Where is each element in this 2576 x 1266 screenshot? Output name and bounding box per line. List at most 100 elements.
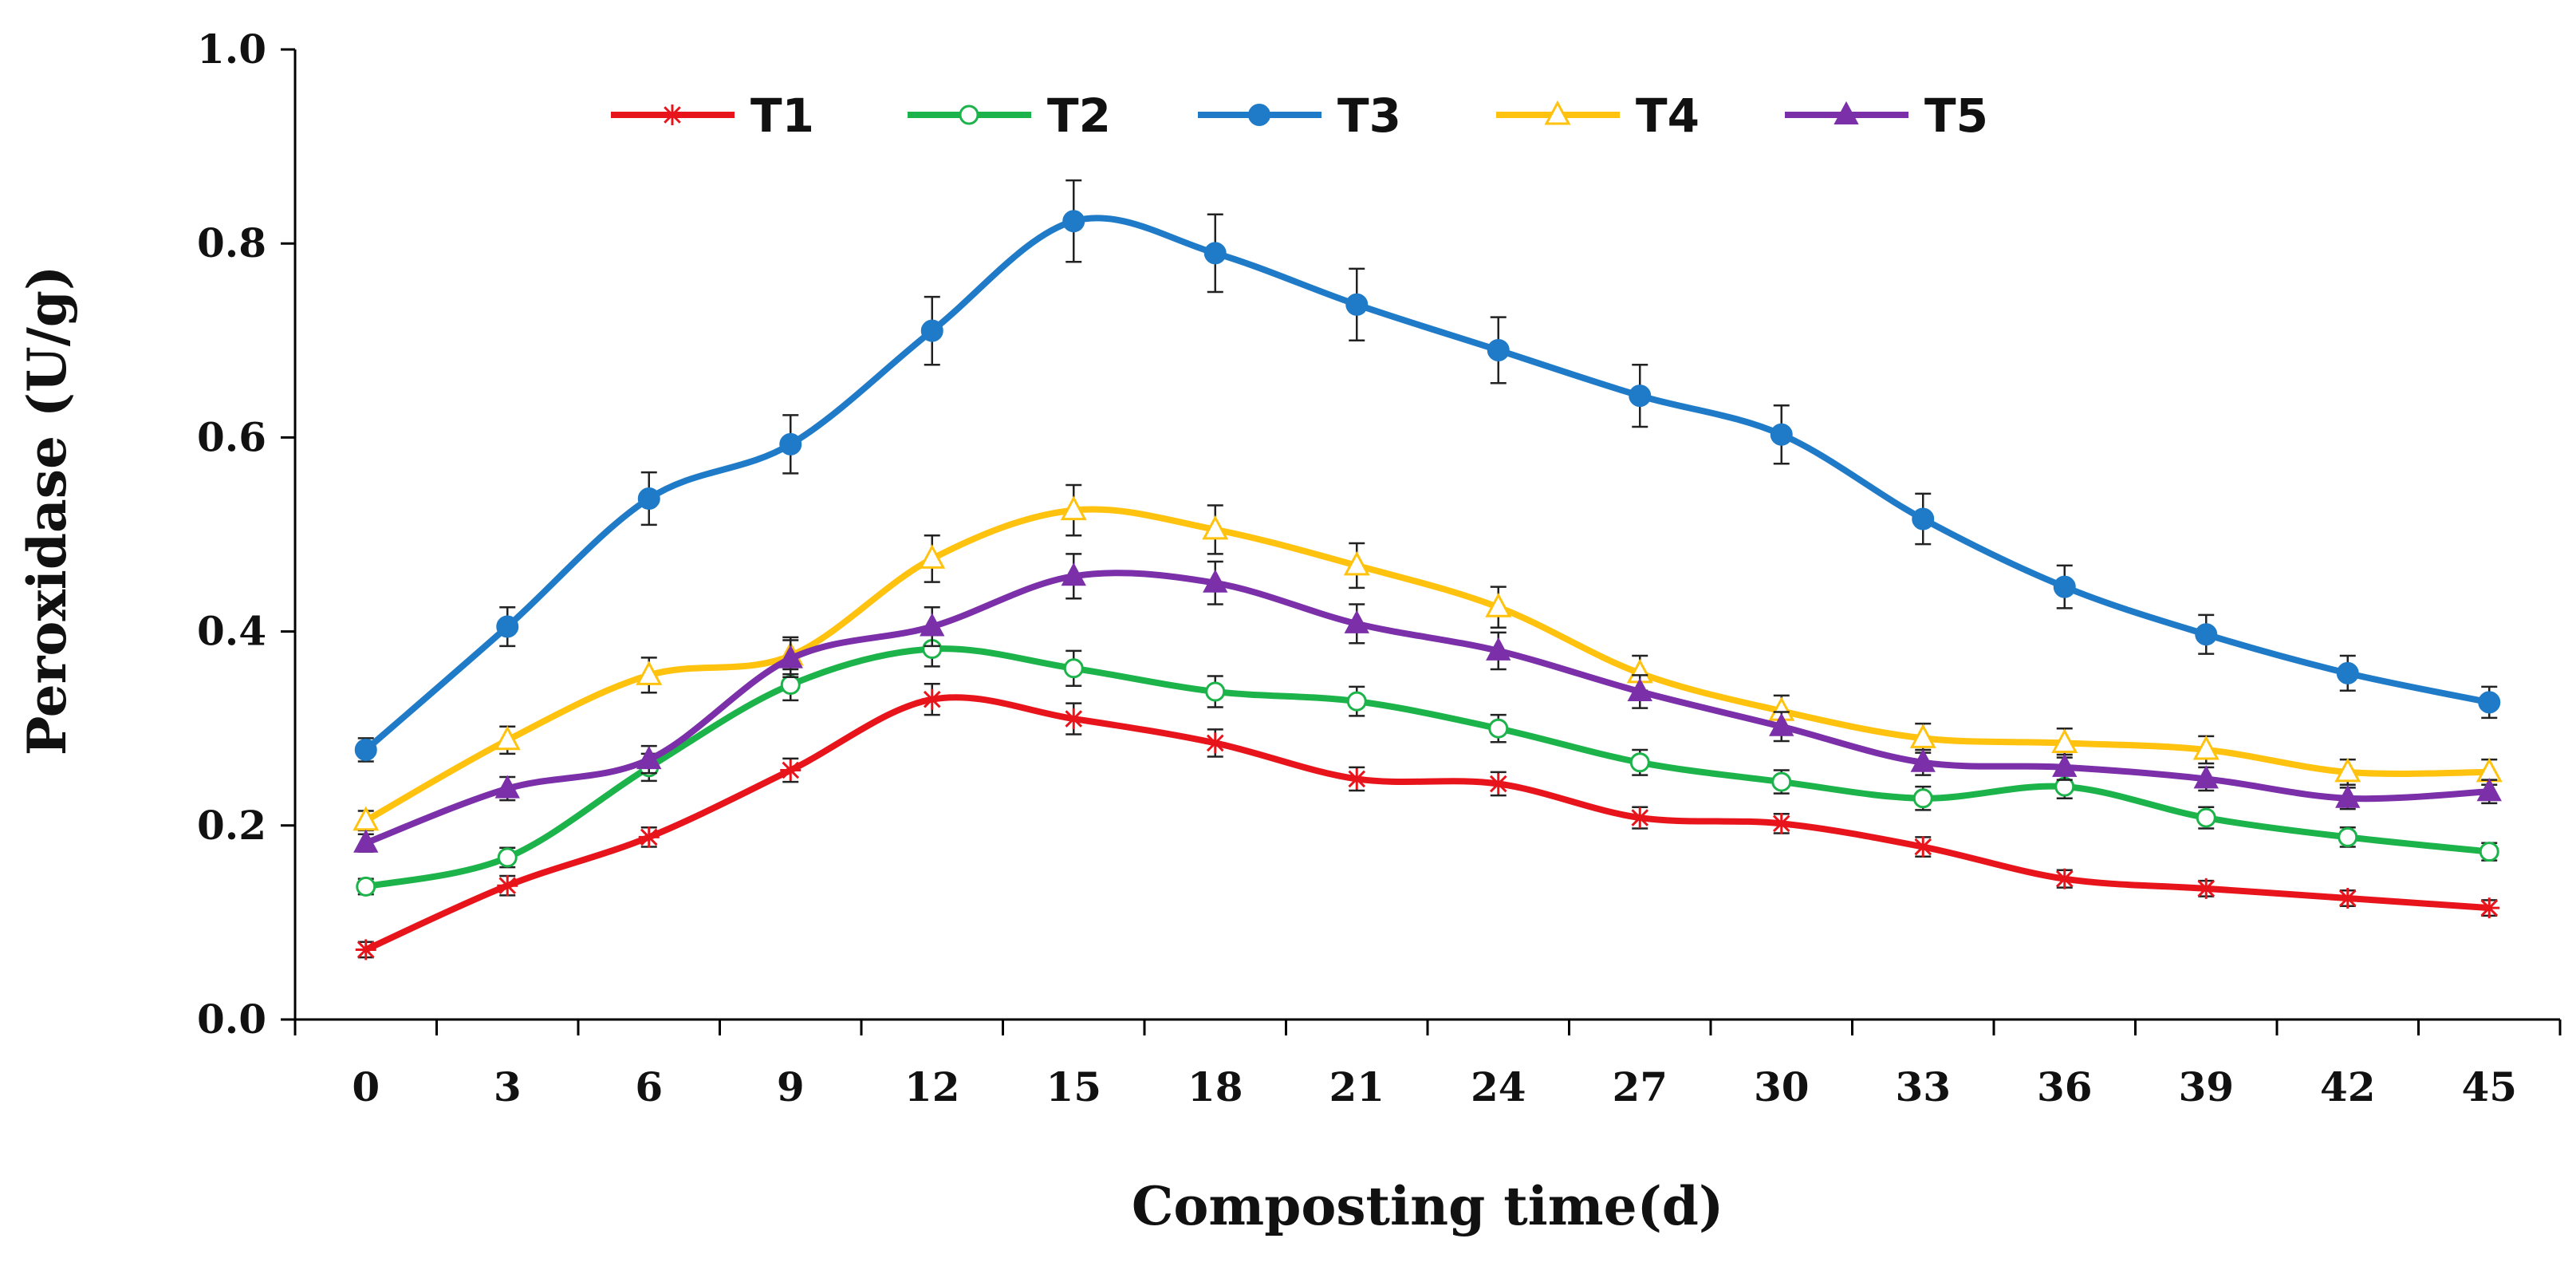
data-point-t2 (780, 674, 801, 695)
legend-marker-t4 (1544, 100, 1571, 125)
data-point-t2 (1488, 718, 1509, 739)
data-point-t1 (1346, 768, 1368, 790)
data-point-t4 (1909, 724, 1936, 748)
data-point-t4 (636, 661, 663, 685)
data-point-t2 (1063, 658, 1084, 679)
data-point-t2 (1205, 681, 1226, 702)
x-axis-title: Composting time(d) (1132, 1175, 1723, 1237)
data-point-t2 (1346, 691, 1367, 712)
legend-marker-t3 (1248, 104, 1270, 126)
data-point-t3 (1203, 242, 1227, 265)
data-point-t5 (494, 775, 520, 799)
series-line-t3 (362, 215, 2493, 753)
legend-item-t3: T3 (1198, 89, 1401, 143)
data-point-t1 (1912, 836, 1934, 858)
data-point-t1 (1063, 708, 1085, 730)
data-point-t2 (2479, 842, 2499, 862)
data-point-t3 (1629, 385, 1652, 408)
x-tick-label: 9 (777, 1063, 805, 1110)
data-point-t4 (1060, 495, 1087, 521)
data-point-t1 (1629, 807, 1651, 829)
data-point-t4 (919, 544, 946, 569)
data-point-t3 (2336, 661, 2359, 684)
data-point-t5 (1769, 712, 1794, 736)
y-axis-title: Peroxidase (U/g) (16, 266, 78, 755)
data-point-t5 (1203, 569, 1228, 593)
data-point-t5 (1061, 562, 1086, 586)
series-line-t5 (362, 570, 2493, 846)
data-point-t5 (778, 645, 803, 668)
legend-label-t2: T2 (1047, 89, 1111, 143)
data-point-t1 (921, 688, 943, 710)
data-point-t2 (1629, 752, 1650, 773)
data-point-t3 (920, 319, 943, 342)
data-point-t3 (496, 615, 519, 638)
data-point-t3 (779, 432, 802, 456)
data-point-t3 (2053, 575, 2076, 598)
data-point-t2 (1771, 771, 1792, 792)
data-point-t5 (1344, 609, 1369, 633)
data-point-t5 (920, 613, 945, 637)
data-point-t1 (1487, 773, 1509, 795)
x-tick-label: 42 (2320, 1063, 2376, 1110)
series-t1 (355, 683, 2500, 960)
data-point-t1 (2054, 868, 2075, 889)
series-line-t1 (362, 694, 2493, 953)
data-point-t1 (1204, 732, 1226, 754)
legend-label-t3: T3 (1337, 89, 1401, 143)
data-point-t4 (494, 725, 521, 751)
y-tick-label: 0.2 (197, 802, 266, 849)
data-point-t4 (1202, 515, 1229, 540)
data-point-t1 (2196, 878, 2217, 899)
x-tick-label: 3 (494, 1063, 522, 1110)
data-point-t5 (1627, 677, 1652, 701)
data-point-t1 (2337, 888, 2358, 909)
y-tick-label: 0.6 (197, 413, 266, 460)
data-point-t3 (354, 738, 377, 761)
x-tick-label: 39 (2178, 1063, 2234, 1110)
x-tick-label: 33 (1895, 1063, 1951, 1110)
data-point-t5 (1486, 637, 1511, 661)
legend-marker-t1 (662, 105, 683, 125)
data-point-t2 (2338, 826, 2358, 847)
legend-label-t1: T1 (750, 89, 814, 143)
data-point-t3 (1062, 210, 1085, 233)
data-point-t4 (2192, 735, 2220, 760)
data-point-t5 (2335, 784, 2361, 808)
legend-item-t2: T2 (908, 89, 1111, 143)
data-point-t5 (2476, 778, 2502, 802)
x-tick-label: 6 (635, 1063, 663, 1110)
x-tick-label: 21 (1329, 1063, 1385, 1110)
x-tick-label: 18 (1188, 1063, 1243, 1110)
series-t5 (353, 553, 2502, 853)
y-tick-label: 0.8 (197, 219, 266, 266)
data-point-t2 (1912, 788, 1933, 809)
data-point-t2 (356, 876, 376, 897)
series-line-t4 (362, 506, 2493, 824)
x-tick-label: 36 (2037, 1063, 2093, 1110)
data-point-t5 (636, 746, 662, 770)
data-point-t5 (353, 829, 379, 853)
x-tick-label: 27 (1612, 1063, 1668, 1110)
data-point-t1 (2479, 897, 2500, 919)
legend-item-t1: T1 (611, 89, 814, 143)
data-point-t3 (1912, 507, 1935, 530)
x-tick-label: 24 (1471, 1063, 1526, 1110)
data-point-t4 (1343, 550, 1370, 576)
data-point-t3 (2478, 691, 2501, 714)
x-tick-label: 45 (2461, 1063, 2517, 1110)
data-point-t1 (638, 826, 660, 848)
legend-item-t4: T4 (1496, 89, 1700, 143)
data-point-t3 (1770, 423, 1793, 446)
legend-label-t5: T5 (1924, 89, 1988, 143)
data-point-t2 (497, 847, 518, 868)
x-tick-label: 15 (1046, 1063, 1101, 1110)
legend-label-t4: T4 (1636, 89, 1700, 143)
series-line-t2 (362, 645, 2493, 890)
legend-item-t5: T5 (1785, 89, 1988, 143)
data-point-t5 (2193, 765, 2219, 789)
y-tick-label: 0.4 (197, 608, 266, 655)
data-point-t4 (2334, 757, 2361, 783)
